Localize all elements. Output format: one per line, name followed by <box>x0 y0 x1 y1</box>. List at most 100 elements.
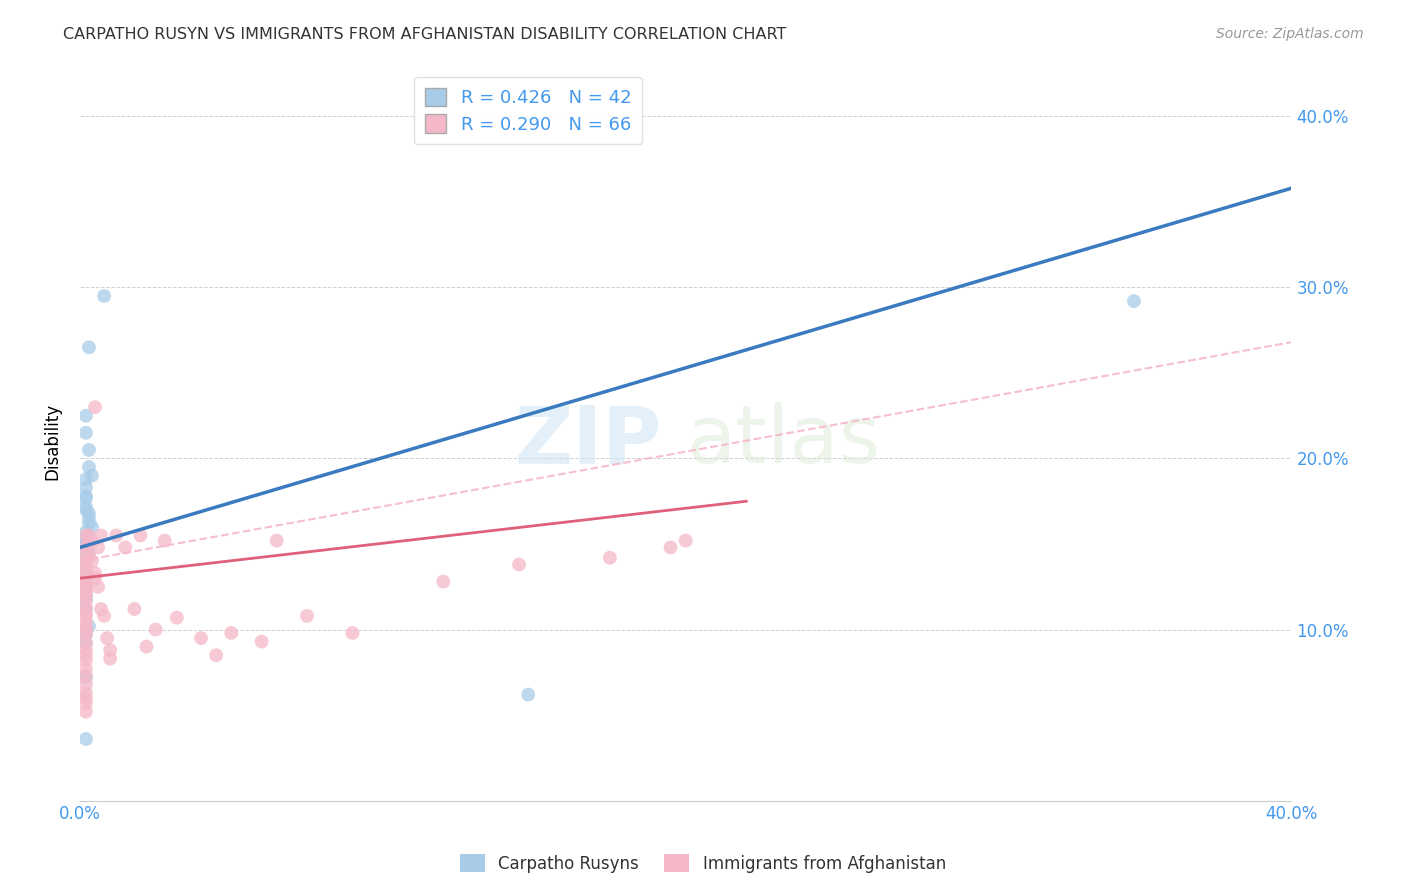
Point <box>75 580 97 594</box>
Point <box>153 533 176 548</box>
Point <box>75 409 97 423</box>
Point <box>75 537 97 551</box>
Point <box>75 542 97 557</box>
Point <box>508 558 530 572</box>
Point <box>75 600 97 615</box>
Point <box>75 677 97 691</box>
Point <box>80 468 103 483</box>
Point <box>75 619 97 633</box>
Point <box>75 571 97 585</box>
Point <box>77 511 100 525</box>
Point <box>87 580 110 594</box>
Point <box>166 610 188 624</box>
Point <box>75 732 97 747</box>
Point <box>75 503 97 517</box>
Point <box>75 554 97 568</box>
Point <box>90 602 112 616</box>
Point <box>75 561 97 575</box>
Point <box>77 340 100 354</box>
Point <box>75 425 97 440</box>
Point <box>75 535 97 549</box>
Point <box>342 626 364 640</box>
Y-axis label: Disability: Disability <box>44 403 60 480</box>
Point <box>190 631 212 645</box>
Point <box>75 670 97 684</box>
Point <box>75 593 97 607</box>
Point <box>75 585 97 599</box>
Point <box>432 574 454 589</box>
Point <box>75 643 97 657</box>
Point <box>75 669 97 683</box>
Point <box>75 549 97 563</box>
Point <box>84 400 107 414</box>
Point <box>80 520 103 534</box>
Point <box>93 608 115 623</box>
Text: atlas: atlas <box>686 402 880 481</box>
Text: CARPATHO RUSYN VS IMMIGRANTS FROM AFGHANISTAN DISABILITY CORRELATION CHART: CARPATHO RUSYN VS IMMIGRANTS FROM AFGHAN… <box>63 27 786 42</box>
Point <box>98 643 121 657</box>
Point <box>98 651 121 665</box>
Point <box>75 549 97 563</box>
Point <box>75 491 97 505</box>
Point <box>96 631 118 645</box>
Point <box>599 550 621 565</box>
Point <box>77 528 100 542</box>
Point <box>93 289 115 303</box>
Point <box>77 545 100 559</box>
Point <box>75 705 97 719</box>
Point <box>75 628 97 642</box>
Point <box>675 533 697 548</box>
Point <box>84 566 107 580</box>
Point <box>75 472 97 486</box>
Point <box>80 554 103 568</box>
Point <box>75 606 97 620</box>
Point <box>250 634 273 648</box>
Point <box>77 537 100 551</box>
Point <box>75 623 97 637</box>
Point <box>75 528 97 542</box>
Point <box>205 648 228 663</box>
Point <box>75 690 97 705</box>
Point <box>266 533 288 548</box>
Text: Source: ZipAtlas.com: Source: ZipAtlas.com <box>1216 27 1364 41</box>
Point <box>75 566 97 580</box>
Point <box>75 481 97 495</box>
Point <box>80 533 103 548</box>
Point <box>75 614 97 628</box>
Point <box>75 636 97 650</box>
Point <box>77 516 100 531</box>
Point <box>75 602 97 616</box>
Point <box>75 500 97 514</box>
Point <box>75 566 97 580</box>
Point <box>84 571 107 585</box>
Point <box>75 653 97 667</box>
Point <box>145 623 167 637</box>
Point <box>517 688 540 702</box>
Point <box>75 541 97 555</box>
Point <box>1123 294 1146 309</box>
Point <box>75 662 97 676</box>
Point <box>75 571 97 585</box>
Point <box>75 489 97 503</box>
Point <box>75 588 97 602</box>
Point <box>75 559 97 574</box>
Text: ZIP: ZIP <box>515 402 661 481</box>
Point <box>75 636 97 650</box>
Point <box>105 528 128 542</box>
Point <box>75 686 97 700</box>
Point <box>75 576 97 591</box>
Point <box>75 580 97 594</box>
Point <box>87 541 110 555</box>
Point <box>75 576 97 591</box>
Point <box>114 541 136 555</box>
Point <box>75 588 97 602</box>
Point <box>90 528 112 542</box>
Point <box>75 585 97 599</box>
Point <box>75 608 97 623</box>
Point <box>75 554 97 568</box>
Point <box>75 593 97 607</box>
Point <box>77 619 100 633</box>
Point <box>221 626 243 640</box>
Point <box>129 528 152 542</box>
Point <box>77 506 100 520</box>
